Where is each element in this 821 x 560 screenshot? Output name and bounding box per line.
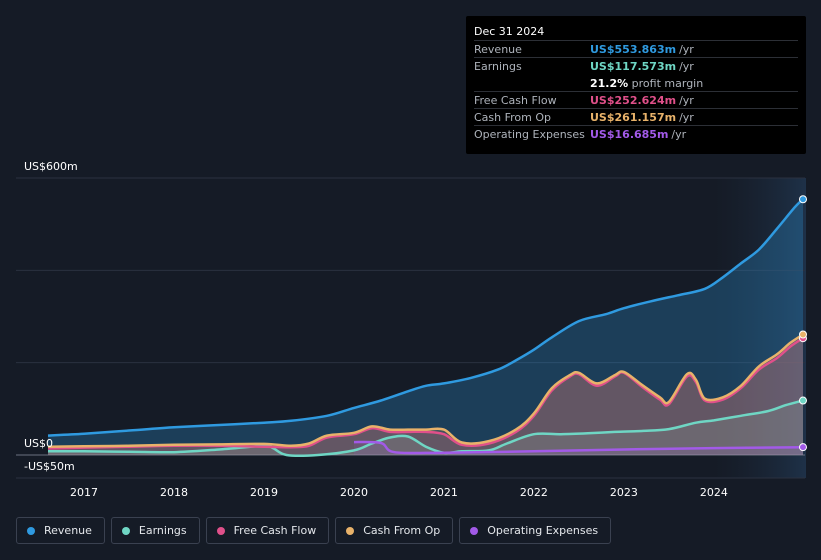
x-tick-label: 2022 xyxy=(519,486,548,499)
free-cash-flow-area xyxy=(48,338,803,455)
earnings-area xyxy=(48,400,803,456)
operating-expenses-dot-icon xyxy=(470,526,479,535)
legend-label: Operating Expenses xyxy=(487,524,599,537)
series-lines xyxy=(47,198,804,457)
chart-legend: Revenue Earnings Free Cash Flow Cash Fro… xyxy=(16,517,612,544)
tooltip-label: Free Cash Flow xyxy=(474,94,557,107)
free-cash-flow-dot-icon xyxy=(216,526,225,535)
x-tick-label: 2018 xyxy=(159,486,188,499)
tooltip-date: Dec 31 2024 xyxy=(474,25,545,38)
cash-from-op-dot-icon xyxy=(346,526,355,535)
cash-from-op-line xyxy=(47,333,804,448)
revenue-dot-icon xyxy=(27,526,35,535)
tooltip-value: US$252.624m/yr xyxy=(590,94,694,107)
legend-item-free-cash-flow[interactable]: Free Cash Flow xyxy=(205,517,330,544)
revenue-endpoint xyxy=(799,195,807,204)
tooltip-label: Earnings xyxy=(474,60,522,73)
tooltip-value: US$16.685m/yr xyxy=(590,128,687,141)
legend-item-earnings[interactable]: Earnings xyxy=(110,517,200,544)
operating-expenses-line xyxy=(353,440,804,455)
data-tooltip: Dec 31 2024 Revenue US$553.863m/yr Earni… xyxy=(466,16,806,154)
legend-item-operating-expenses[interactable]: Operating Expenses xyxy=(459,517,612,544)
series-endpoints xyxy=(799,195,807,452)
series-areas xyxy=(48,199,803,456)
tooltip-label: Cash From Op xyxy=(474,111,552,124)
revenue-area xyxy=(48,199,803,455)
tooltip-value: US$117.573m/yr xyxy=(590,60,694,73)
legend-label: Cash From Op xyxy=(363,524,441,537)
earnings-endpoint xyxy=(799,396,807,405)
tooltip-profit-margin: 21.2% profit margin xyxy=(590,77,704,90)
operating-expenses-area xyxy=(354,441,803,455)
tooltip-label: Operating Expenses xyxy=(474,128,585,141)
x-tick-label: 2021 xyxy=(429,486,458,499)
free-cash-flow-line xyxy=(47,337,804,450)
x-tick-label: 2019 xyxy=(249,486,278,499)
tooltip-value: US$553.863m/yr xyxy=(590,43,694,56)
revenue-line xyxy=(47,198,804,437)
legend-item-cash-from-op[interactable]: Cash From Op xyxy=(335,517,454,544)
tooltip-label: Revenue xyxy=(474,43,522,56)
future-highlight-band xyxy=(713,178,806,478)
y-axis-label-zero: US$0 xyxy=(24,437,54,450)
cash-from-op-area xyxy=(48,334,803,455)
tooltip-row-earnings: Earnings US$117.573m/yr xyxy=(474,57,798,75)
cash-from-op-endpoint xyxy=(799,330,807,339)
legend-label: Revenue xyxy=(44,524,92,537)
y-axis-label-bottom: -US$50m xyxy=(24,460,75,473)
y-axis-label-top: US$600m xyxy=(24,160,78,173)
operating-expenses-endpoint xyxy=(799,443,807,452)
x-tick-label: 2017 xyxy=(69,486,98,499)
tooltip-row-revenue: Revenue US$553.863m/yr xyxy=(474,40,798,58)
tooltip-row-free-cash-flow: Free Cash Flow US$252.624m/yr xyxy=(474,91,798,109)
tooltip-row-cash-from-op: Cash From Op US$261.157m/yr xyxy=(474,108,798,126)
earnings-dot-icon xyxy=(121,526,130,535)
x-tick-label: 2024 xyxy=(699,486,728,499)
legend-label: Free Cash Flow xyxy=(233,524,317,537)
tooltip-row-operating-expenses: Operating Expenses US$16.685m/yr xyxy=(474,125,798,143)
tooltip-value: US$261.157m/yr xyxy=(590,111,694,124)
legend-item-revenue[interactable]: Revenue xyxy=(16,517,105,544)
gridlines xyxy=(16,177,805,479)
x-tick-label: 2020 xyxy=(339,486,368,499)
legend-label: Earnings xyxy=(138,524,187,537)
x-tick-label: 2023 xyxy=(609,486,638,499)
